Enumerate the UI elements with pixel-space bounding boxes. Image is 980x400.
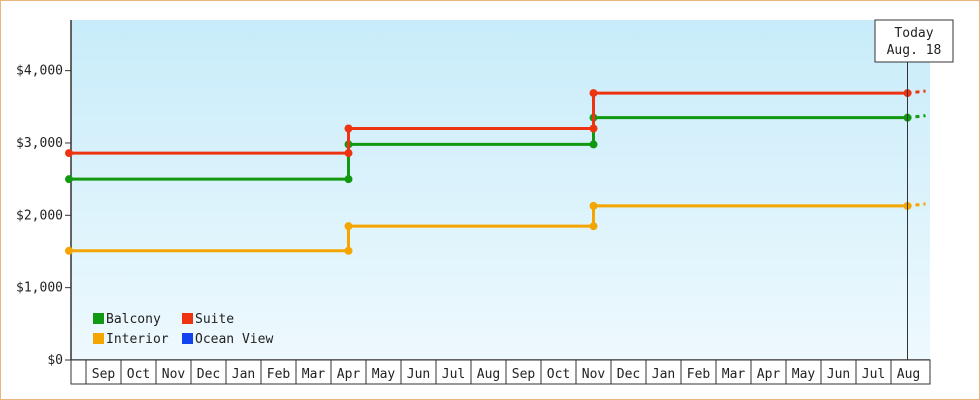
month-label: Feb (267, 367, 291, 382)
month-label: Nov (582, 367, 606, 382)
month-label: Jul (442, 367, 465, 382)
legend-label: Ocean View (195, 332, 273, 347)
month-label: Aug (897, 367, 920, 382)
data-point (344, 149, 353, 158)
y-tick-label: $3,000 (16, 136, 63, 151)
month-label: Apr (757, 367, 781, 382)
legend-swatch (182, 313, 193, 324)
data-point (589, 201, 598, 210)
month-label: Sep (512, 367, 536, 382)
month-label: Dec (617, 367, 640, 382)
month-label: Apr (337, 367, 361, 382)
month-label: Mar (302, 367, 326, 382)
legend-label: Interior (106, 332, 169, 347)
legend-swatch (93, 333, 104, 344)
data-point (344, 246, 353, 255)
month-label: Jun (407, 367, 430, 382)
data-point (344, 124, 353, 133)
month-label: Jan (232, 367, 255, 382)
data-point (344, 222, 353, 231)
legend-label: Balcony (106, 312, 161, 327)
plot-area (71, 20, 930, 360)
month-label: Oct (547, 367, 570, 382)
month-label: Sep (92, 367, 116, 382)
data-point (65, 246, 73, 255)
today-label-box (874, 19, 954, 63)
data-point (589, 140, 598, 149)
month-strip (70, 359, 931, 385)
month-label: May (792, 367, 816, 382)
y-tick-label: $1,000 (16, 281, 63, 296)
month-label: Oct (127, 367, 150, 382)
y-tick-label: $2,000 (16, 208, 63, 223)
today-label: Today (894, 26, 933, 41)
series-line-suite (69, 91, 908, 155)
data-point (65, 175, 73, 184)
month-label: Feb (687, 367, 711, 382)
month-label: Jun (827, 367, 850, 382)
month-label: Nov (162, 367, 186, 382)
series-line-interior (69, 204, 908, 253)
month-label: May (372, 367, 396, 382)
today-date: Aug. 18 (887, 43, 942, 58)
series-line-balcony (69, 116, 908, 181)
month-label: Jan (652, 367, 675, 382)
data-point (589, 89, 598, 98)
month-label: Aug (477, 367, 500, 382)
legend-swatch (93, 313, 104, 324)
data-point (344, 175, 353, 184)
month-label: Dec (197, 367, 220, 382)
y-tick-label: $4,000 (16, 64, 63, 79)
y-tick-label: $0 (47, 353, 63, 368)
legend-label: Suite (195, 312, 234, 327)
legend-swatch (182, 333, 193, 344)
month-label: Mar (722, 367, 746, 382)
data-point (589, 124, 598, 133)
data-point (589, 222, 598, 231)
data-point (65, 149, 73, 158)
month-label: Jul (862, 367, 885, 382)
